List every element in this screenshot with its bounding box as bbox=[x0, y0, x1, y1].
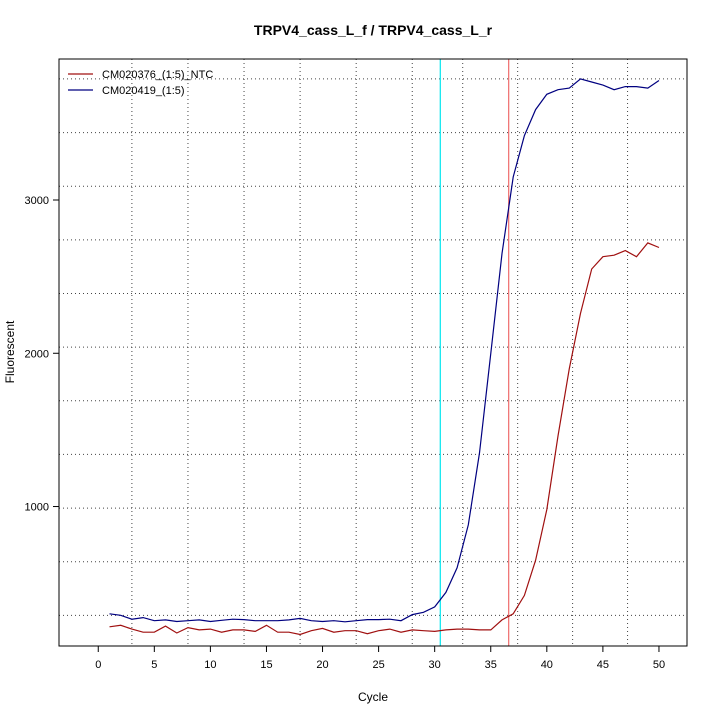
legend-label: CM020376_(1:5)_NTC bbox=[102, 69, 213, 81]
y-tick-label: 3000 bbox=[25, 195, 49, 207]
x-axis-label: Cycle bbox=[358, 690, 388, 704]
threshold-lines bbox=[439, 59, 510, 646]
x-tick-label: 35 bbox=[485, 659, 497, 671]
x-tick-label: 25 bbox=[372, 659, 384, 671]
x-tick-label: 0 bbox=[95, 659, 101, 671]
legend-label: CM020419_(1:5) bbox=[102, 85, 185, 97]
x-tick-label: 30 bbox=[429, 659, 441, 671]
x-tick-label: 15 bbox=[260, 659, 272, 671]
chart-title: TRPV4_cass_L_f / TRPV4_cass_L_r bbox=[254, 22, 493, 38]
x-tick-label: 40 bbox=[541, 659, 553, 671]
x-tick-label: 20 bbox=[316, 659, 328, 671]
grid-lines bbox=[59, 59, 687, 646]
plot-frame bbox=[58, 58, 688, 647]
x-tick-label: 45 bbox=[597, 659, 609, 671]
x-tick-label: 50 bbox=[653, 659, 665, 671]
x-tick-label: 10 bbox=[204, 659, 216, 671]
series-line bbox=[109, 78, 660, 623]
series-lines bbox=[109, 78, 660, 636]
y-tick-label: 1000 bbox=[25, 502, 49, 514]
y-tick-label: 2000 bbox=[25, 348, 49, 360]
series-line bbox=[109, 242, 660, 636]
legend: CM020376_(1:5)_NTC CM020419_(1:5) bbox=[68, 69, 213, 97]
axes: 0 5 10 15 20 25 30 35 40 45 50 1000 2000 3000 bbox=[25, 195, 666, 671]
y-axis-label: Fluorescent bbox=[3, 320, 17, 383]
x-tick-label: 5 bbox=[151, 659, 157, 671]
